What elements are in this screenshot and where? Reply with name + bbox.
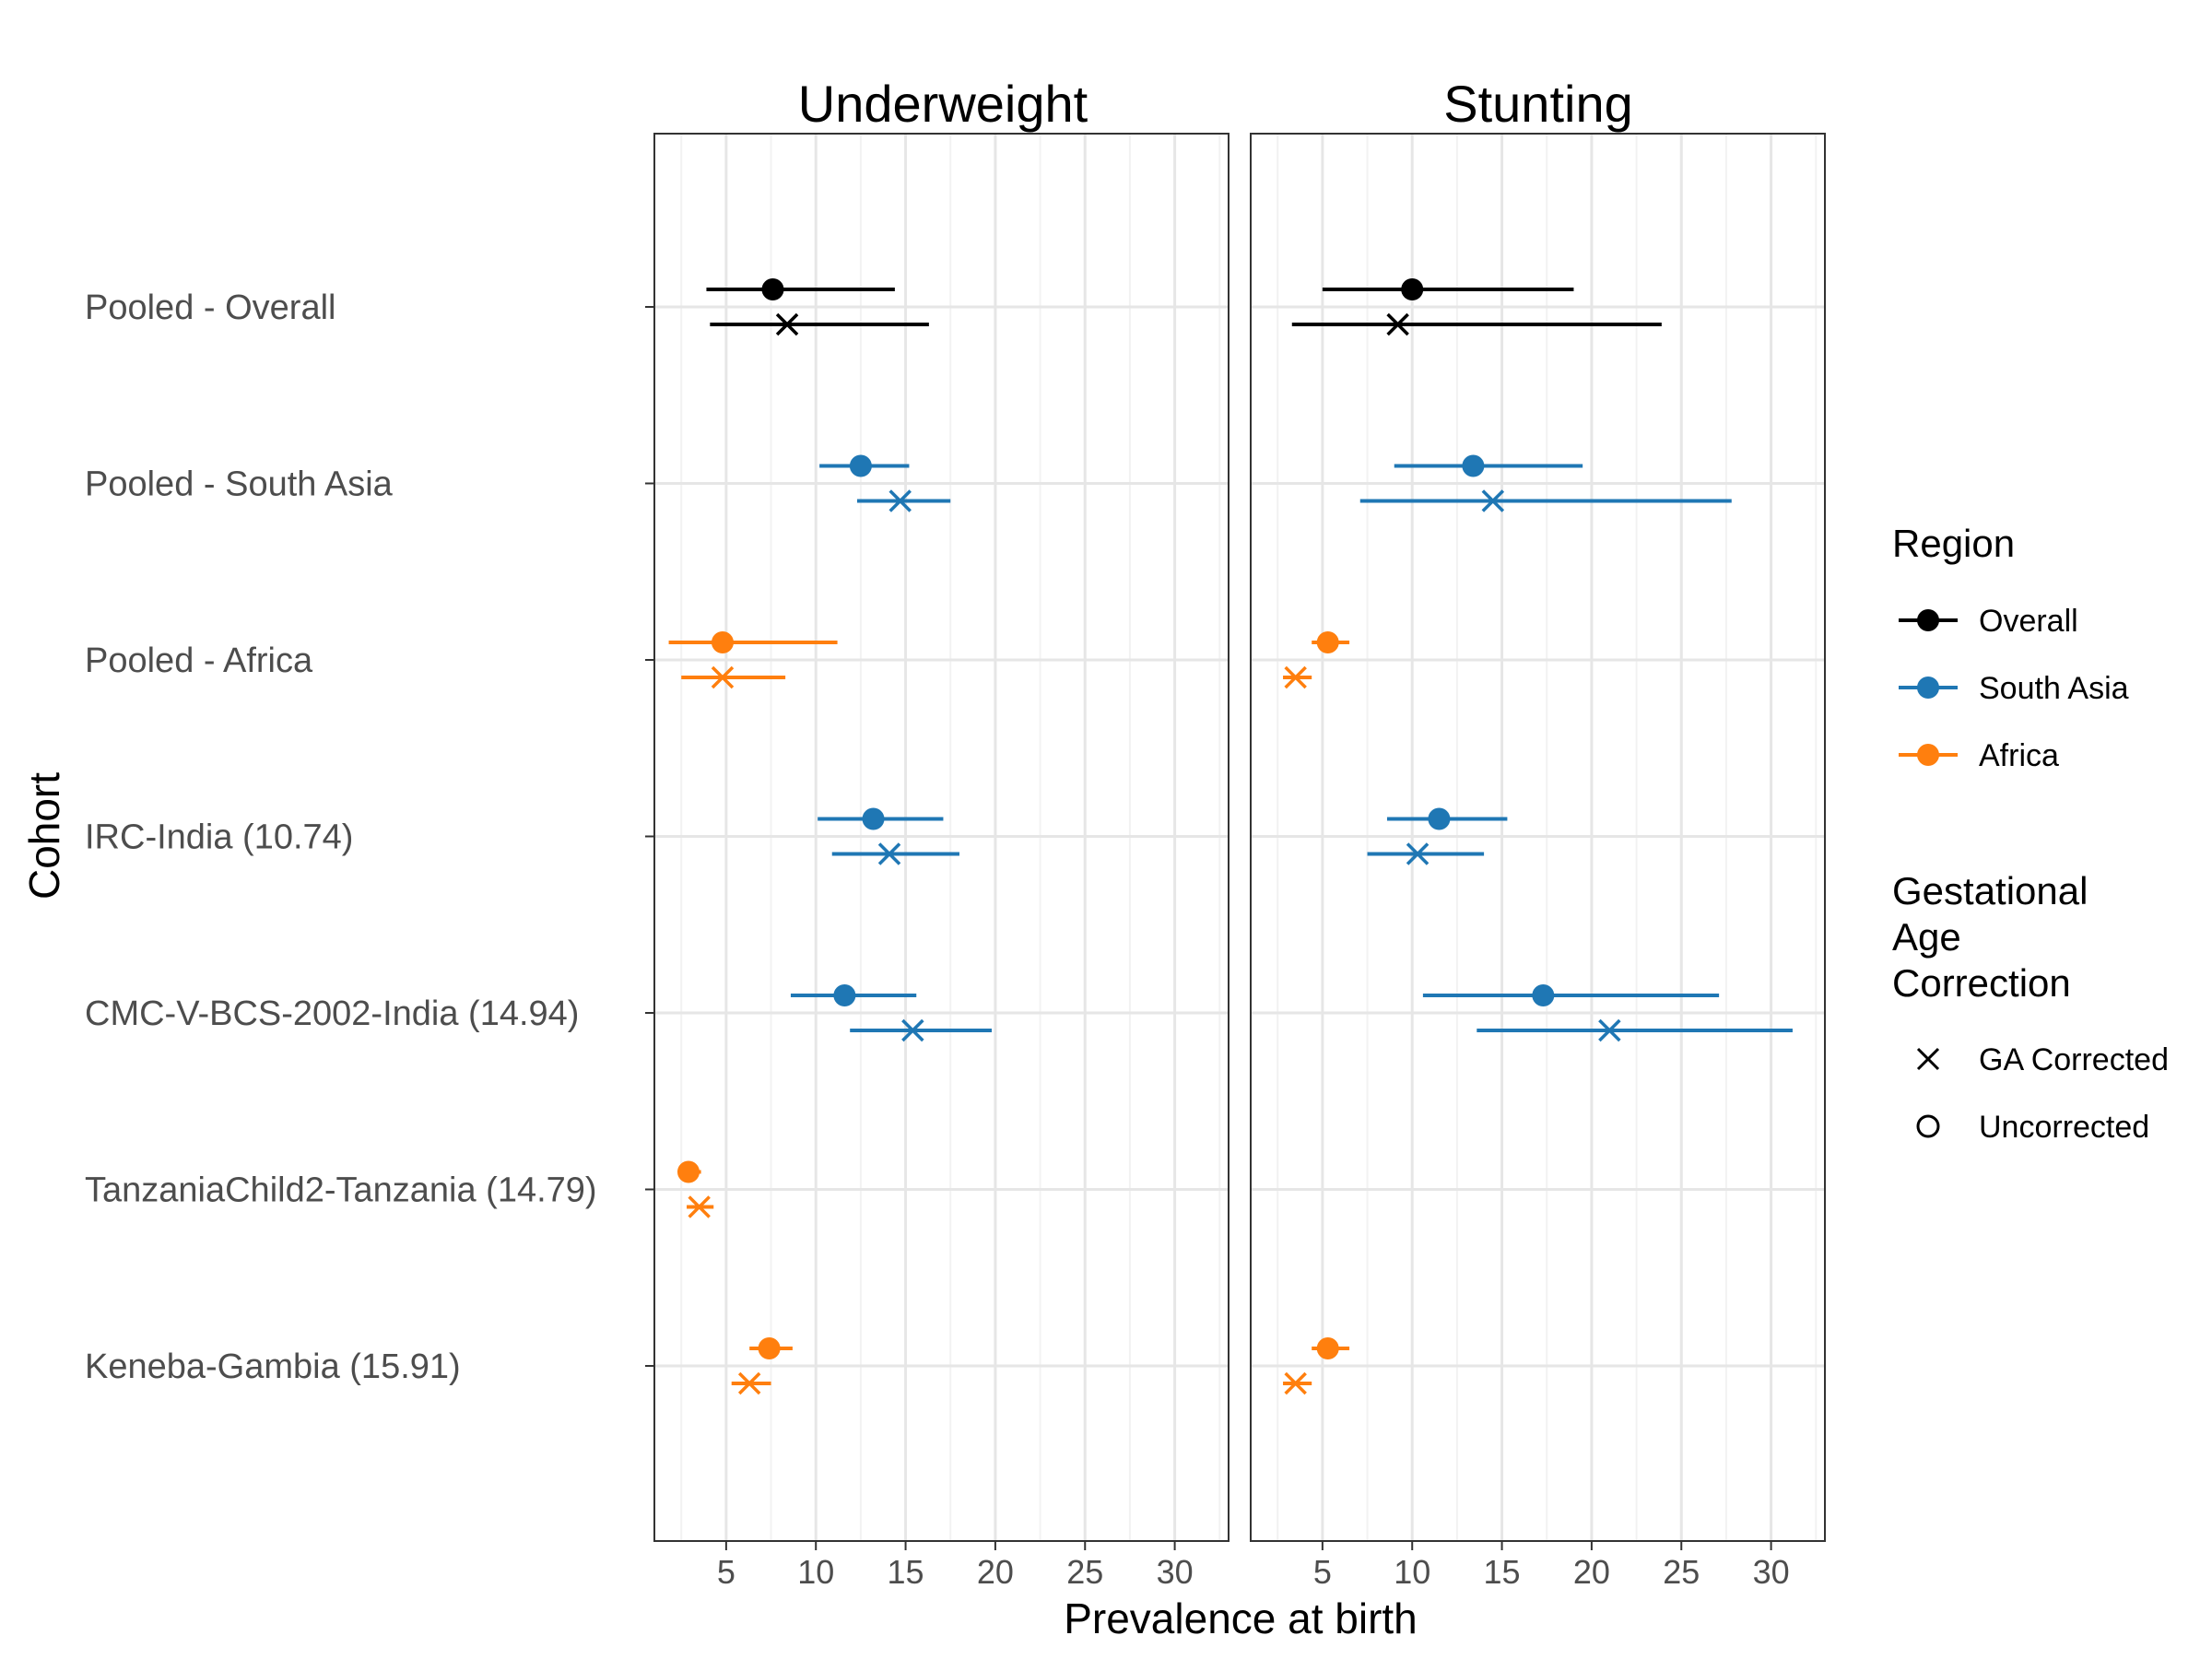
- x-tick-label-underweight: 5: [717, 1553, 735, 1591]
- x-tick-label-stunting: 20: [1573, 1553, 1610, 1591]
- point-uncorrected-stunting: [1316, 631, 1339, 653]
- x-tick-label-stunting: 5: [1313, 1553, 1332, 1591]
- point-uncorrected-underweight: [758, 1337, 781, 1359]
- legend-title-correction-line3: Correction: [1892, 961, 2071, 1005]
- point-ga-corrected-underweight: [888, 489, 912, 512]
- x-tick-label-stunting: 25: [1663, 1553, 1700, 1591]
- legend-key-x: [1916, 1047, 1940, 1071]
- point-uncorrected-underweight: [677, 1160, 700, 1183]
- cohort-label: Pooled - Africa: [85, 641, 313, 680]
- legend-key-point: [1917, 677, 1939, 699]
- point-uncorrected-underweight: [761, 278, 784, 300]
- point-ga-corrected-underweight: [901, 1018, 924, 1042]
- facet-title-stunting: Stunting: [1443, 75, 1633, 133]
- point-ga-corrected-underweight: [737, 1371, 761, 1395]
- cohort-label: Pooled - South Asia: [85, 465, 394, 504]
- point-uncorrected-stunting: [1532, 984, 1555, 1006]
- legend-title-correction-line2: Age: [1892, 915, 1961, 959]
- x-axis-labels: 5 10 15 20 25 30 5 10 15 20 25 30: [717, 1553, 1790, 1591]
- point-ga-corrected-stunting: [1481, 489, 1505, 512]
- point-uncorrected-underweight: [833, 984, 856, 1006]
- legend-key-point: [1917, 609, 1939, 631]
- x-tick-label-underweight: 15: [888, 1553, 924, 1591]
- cohort-label: IRC-India (10.74): [85, 818, 353, 857]
- legend-key-point: [1917, 744, 1939, 766]
- point-ga-corrected-underweight: [775, 312, 799, 336]
- point-uncorrected-underweight: [862, 807, 885, 830]
- point-ga-corrected-stunting: [1406, 842, 1430, 865]
- legend-label-correction: GA Corrected: [1979, 1042, 2169, 1077]
- point-ga-corrected-stunting: [1284, 1371, 1307, 1395]
- legend-title-region: Region: [1892, 522, 2015, 565]
- legend-label-region: South Asia: [1979, 671, 2129, 706]
- point-ga-corrected-stunting: [1284, 665, 1307, 689]
- legend-key-circle: [1916, 1114, 1940, 1138]
- panel-frames: [645, 133, 1826, 1550]
- legend-label-region: Overall: [1979, 604, 2078, 639]
- x-tick-label-stunting: 15: [1484, 1553, 1521, 1591]
- point-ga-corrected-underweight: [688, 1195, 711, 1218]
- x-axis-title: Prevalence at birth: [1064, 1594, 1418, 1642]
- point-uncorrected-stunting: [1401, 278, 1424, 300]
- point-uncorrected-underweight: [849, 454, 872, 477]
- point-uncorrected-stunting: [1462, 454, 1485, 477]
- point-ga-corrected-underweight: [877, 842, 901, 865]
- y-axis-labels: Pooled - Overall Pooled - South Asia Poole…: [85, 288, 597, 1386]
- x-tick-label-stunting: 30: [1753, 1553, 1790, 1591]
- point-uncorrected-stunting: [1316, 1337, 1339, 1359]
- point-ga-corrected-stunting: [1598, 1018, 1621, 1042]
- cohort-label: Pooled - Overall: [85, 288, 335, 327]
- point-uncorrected-underweight: [711, 631, 734, 653]
- x-tick-label-underweight: 20: [977, 1553, 1014, 1591]
- panel-frame-stunting: [1250, 133, 1826, 1542]
- grid-layer: [654, 134, 1825, 1541]
- point-uncorrected-stunting: [1428, 807, 1451, 830]
- legend-label-correction: Uncorrected: [1979, 1110, 2149, 1145]
- point-ga-corrected-underweight: [711, 665, 735, 689]
- cohort-label: TanzaniaChild2-Tanzania (14.79): [85, 1171, 597, 1210]
- legend-title-correction-line1: Gestational: [1892, 869, 2088, 912]
- x-tick-label-underweight: 25: [1066, 1553, 1103, 1591]
- legend-label-region: Africa: [1979, 738, 2059, 773]
- facet-title-underweight: Underweight: [798, 75, 1088, 133]
- marks-layer: [668, 278, 1793, 1395]
- legend: Region Gestational Age Correction Overal…: [1892, 522, 2169, 1145]
- cohort-label: CMC-V-BCS-2002-India (14.94): [85, 994, 579, 1033]
- x-tick-label-stunting: 10: [1394, 1553, 1430, 1591]
- point-ga-corrected-stunting: [1386, 312, 1409, 336]
- cohort-label: Keneba-Gambia (15.91): [85, 1347, 461, 1386]
- y-axis-title: Cohort: [20, 772, 68, 900]
- x-tick-label-underweight: 10: [797, 1553, 834, 1591]
- x-tick-label-underweight: 30: [1157, 1553, 1194, 1591]
